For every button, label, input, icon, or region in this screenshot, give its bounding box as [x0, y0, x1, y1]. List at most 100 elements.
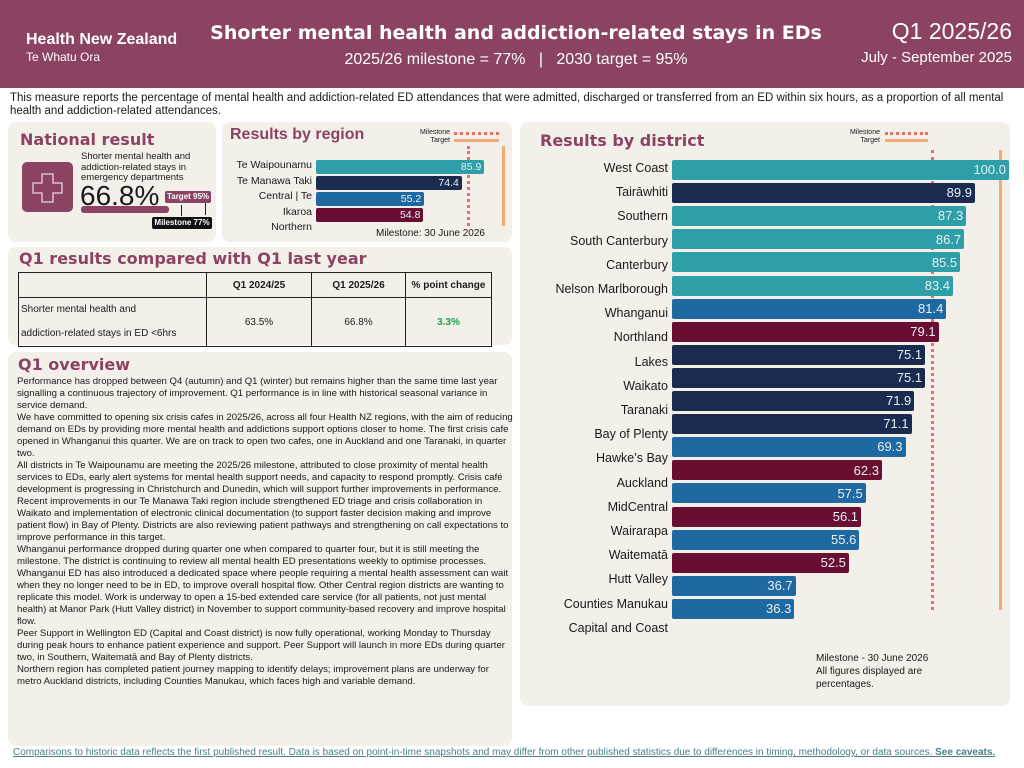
- overview-paragraph: Northern region has completed patient jo…: [17, 664, 489, 687]
- district-chart-title: Results by district: [540, 131, 705, 150]
- bar-value-label: 54.8: [399, 208, 421, 221]
- comparison-title: Q1 results compared with Q1 last year: [19, 249, 367, 268]
- bar-counties-manukau: [672, 575, 796, 596]
- bar-value-label: 81.4: [918, 300, 944, 316]
- bar-nelson-marlborough: [672, 275, 954, 296]
- national-progress-bar: [81, 206, 169, 213]
- legend-target-label: Target: [430, 137, 450, 144]
- milestone-line: [466, 146, 470, 226]
- bar-whanganui: [672, 298, 947, 319]
- milestone-line: [931, 150, 935, 610]
- category-label: Ikaroa: [282, 205, 312, 218]
- category-label: West Coast: [603, 161, 668, 175]
- overview-paragraph: Peer Support in Wellington ED (Capital a…: [17, 628, 505, 663]
- overview-panel: [8, 352, 512, 746]
- overview-paragraph: Recent improvements in our Te Manawa Tak…: [17, 496, 509, 543]
- bar-value-label: 85.9: [460, 160, 482, 173]
- category-label: Lakes: [634, 354, 668, 369]
- overview-paragraph: Performance has dropped between Q4 (autu…: [17, 376, 498, 411]
- category-label: Canterbury: [606, 257, 668, 272]
- category-label: Central | Te: [258, 190, 312, 203]
- footer-text: Comparisons to historic data reflects th…: [13, 747, 936, 758]
- category-label: Bay of Plenty: [594, 427, 668, 442]
- bar-hawke-s-bay: [672, 437, 906, 458]
- org-subname: Te Whatu Ora: [26, 50, 101, 64]
- region-chart-title: Results by region: [230, 126, 365, 143]
- bar-lakes: [672, 344, 926, 365]
- measure-line-1: Shorter mental health and: [21, 304, 137, 315]
- bar-value-label: 86.7: [935, 231, 962, 247]
- category-label: Wairarapa: [610, 524, 668, 538]
- category-label: Whanganui: [604, 306, 668, 321]
- page-title: Shorter mental health and addiction-rela…: [210, 22, 822, 44]
- header-prev: Q1 2024/25: [206, 272, 312, 298]
- district-note: Milestone - 30 June 2026 All figures dis…: [816, 653, 929, 690]
- category-label: South Canterbury: [570, 233, 668, 248]
- bar-value-label: 87.3: [937, 208, 964, 224]
- category-label: Nelson Marlborough: [555, 282, 668, 296]
- bar-value-label: 75.1: [896, 370, 923, 386]
- bar-bay-of-plenty: [672, 414, 912, 435]
- category-label: Capital and Coast: [568, 620, 668, 635]
- bar-central-te-ikaroa: [316, 192, 425, 206]
- category-label: Taranaki: [620, 403, 668, 417]
- overview-paragraph: All districts in Te Waipounamu are meeti…: [17, 460, 503, 495]
- bar-value-label: 52.5: [820, 554, 846, 570]
- bar-auckland: [672, 460, 882, 481]
- overview-paragraph: Whanganui performance dropped during qua…: [17, 544, 509, 627]
- bar-value-label: 100.0: [973, 162, 1006, 178]
- bar-south-canterbury: [672, 229, 965, 250]
- bar-value-label: 74.4: [438, 176, 459, 189]
- category-label: Tairāwhiti: [615, 185, 668, 200]
- bar-value-label: 83.4: [924, 277, 951, 293]
- legend-target-swatch: [885, 139, 928, 142]
- bar-value-label: 79.1: [910, 323, 936, 339]
- bar-midcentral: [672, 483, 866, 504]
- bar-value-label: 57.5: [837, 485, 863, 501]
- bar-te-waipounamu: [316, 160, 485, 174]
- bar-northern: [316, 208, 424, 222]
- bar-value-label: 56.1: [832, 508, 859, 524]
- category-label: Northern: [271, 221, 312, 234]
- bar-value-label: 36.7: [767, 578, 793, 593]
- row-curr: 66.8%: [311, 297, 406, 347]
- legend-milestone-swatch: [885, 132, 928, 135]
- legend-target-swatch: [454, 139, 499, 142]
- legend-milestone-label: Milestone: [420, 129, 450, 136]
- region-legend: Milestone Target: [380, 129, 450, 145]
- row-measure: Shorter mental health and addiction-relat…: [18, 297, 207, 347]
- bar-value-label: 62.3: [853, 462, 879, 478]
- bar-value-label: 71.9: [885, 393, 912, 409]
- bar-value-label: 69.3: [877, 439, 903, 455]
- target-line: [999, 150, 1003, 610]
- legend-milestone-label: Milestone: [850, 129, 880, 136]
- header-curr: Q1 2025/26: [311, 272, 406, 298]
- category-label: Waikato: [623, 378, 668, 393]
- medical-cross-icon: [22, 162, 73, 212]
- bar-value-label: 71.1: [883, 416, 909, 432]
- category-label: Hawke’s Bay: [595, 451, 668, 466]
- overview-paragraph: We have committed to opening six crisis …: [17, 412, 513, 459]
- category-label: Waitematā: [608, 548, 668, 563]
- overview-text: Performance has dropped between Q4 (autu…: [17, 376, 514, 688]
- category-label: Te Waipounamu: [236, 159, 312, 171]
- org-name: Health New Zealand: [26, 31, 178, 48]
- category-label: Auckland: [616, 475, 668, 490]
- target-tick: [205, 203, 206, 215]
- bar-te-manawa-taki: [316, 176, 462, 190]
- bar-value-label: 55.2: [400, 192, 422, 205]
- bar-southern: [672, 206, 967, 227]
- measure-line-2: addiction-related stays in ED <6hrs: [21, 328, 177, 339]
- category-label: Te Manawa Taki: [236, 174, 312, 187]
- bar-waitemat-: [672, 529, 860, 550]
- header-change: % point change: [405, 272, 492, 298]
- bar-value-label: 75.1: [896, 347, 923, 362]
- bar-taranaki: [672, 391, 915, 411]
- see-caveats-link[interactable]: See caveats.: [935, 747, 996, 758]
- district-legend: Milestone Target: [810, 129, 880, 145]
- national-result-title: National result: [20, 130, 155, 149]
- target-line: [502, 146, 506, 226]
- quarter-label: Q1 2025/26: [891, 18, 1012, 44]
- bar-value-label: 85.5: [931, 254, 958, 270]
- measure-description: This measure reports the percentage of m…: [10, 92, 1004, 117]
